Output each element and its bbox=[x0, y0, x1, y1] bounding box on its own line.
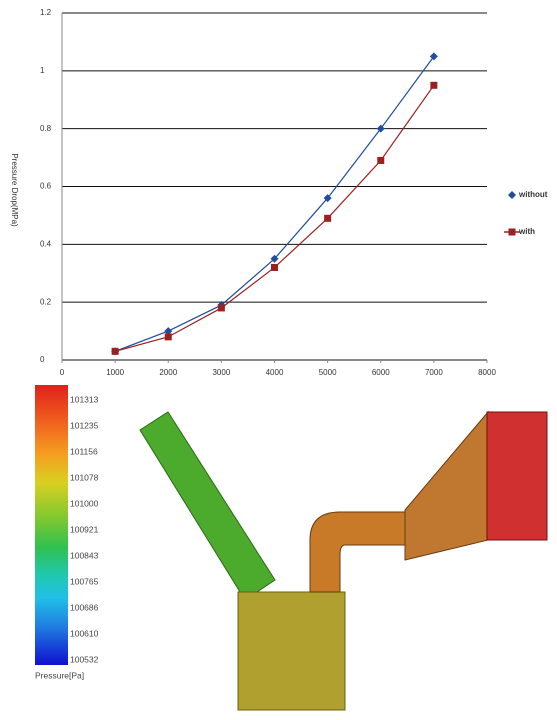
colorbar-label: 101235 bbox=[70, 420, 99, 430]
figure: Pressure Drop(MPa) 0 0.2 0.4 0.6 0.8 1 1.2 0 100… bbox=[0, 0, 557, 720]
y-axis-label: Pressure Drop(MPa) bbox=[10, 153, 19, 227]
x-tick-label: 3000 bbox=[212, 368, 230, 377]
data-point bbox=[165, 333, 172, 340]
colorbar-label: 101000 bbox=[70, 498, 99, 508]
colorbar-label: 101078 bbox=[70, 472, 99, 482]
x-tick-label: 4000 bbox=[266, 368, 284, 377]
diffuser bbox=[405, 412, 488, 560]
plenum-box bbox=[238, 592, 345, 710]
legend-marker bbox=[508, 191, 516, 199]
x-tick-label: 2000 bbox=[159, 368, 177, 377]
data-point bbox=[112, 348, 119, 355]
data-point bbox=[377, 157, 384, 164]
cfd-image bbox=[35, 385, 547, 710]
colorbar-label: 101313 bbox=[70, 394, 99, 404]
legend-label: without bbox=[518, 190, 548, 199]
outlet-box bbox=[487, 412, 547, 540]
y-tick-label: 1 bbox=[40, 66, 45, 75]
elbow-pipe bbox=[310, 512, 410, 592]
x-tick-label: 6000 bbox=[372, 368, 390, 377]
colorbar bbox=[35, 385, 68, 665]
legend-marker bbox=[509, 229, 516, 236]
data-point bbox=[324, 215, 331, 222]
data-point bbox=[271, 264, 278, 271]
colorbar-label: 101156 bbox=[70, 446, 98, 456]
y-tick-label: 0.2 bbox=[40, 297, 52, 306]
series-line bbox=[115, 85, 434, 351]
x-tick-label: 0 bbox=[60, 368, 65, 377]
colorbar-label: 100610 bbox=[70, 628, 99, 638]
page: {"chart_data": {"type": "line", "y_label… bbox=[0, 0, 557, 720]
colorbar-label: 100532 bbox=[70, 654, 99, 664]
inclined-pipe bbox=[140, 412, 275, 600]
colorbar-label: 100921 bbox=[70, 524, 99, 534]
plot: 0 0.2 0.4 0.6 0.8 1 1.2 0 1000 2000 3000 4000 5000 60… bbox=[40, 8, 548, 377]
series-line bbox=[115, 56, 434, 351]
x-tick-label: 8000 bbox=[478, 368, 496, 377]
legend-label: with bbox=[518, 227, 535, 236]
y-tick-label: 0.6 bbox=[40, 182, 52, 191]
colorbar-label: 100765 bbox=[70, 576, 99, 586]
colorbar-label: 100843 bbox=[70, 550, 99, 560]
data-point bbox=[430, 82, 437, 89]
data-point bbox=[218, 304, 225, 311]
y-tick-label: 1.2 bbox=[40, 8, 52, 17]
colorbar-label: 100686 bbox=[70, 602, 99, 612]
y-tick-label: 0 bbox=[40, 355, 45, 364]
y-tick-label: 0.8 bbox=[40, 124, 52, 133]
x-tick-label: 5000 bbox=[319, 368, 337, 377]
x-tick-label: 7000 bbox=[425, 368, 443, 377]
y-tick-label: 0.4 bbox=[40, 239, 52, 248]
colorbar-title: Pressure[Pa] bbox=[35, 670, 84, 680]
x-tick-label: 1000 bbox=[106, 368, 124, 377]
